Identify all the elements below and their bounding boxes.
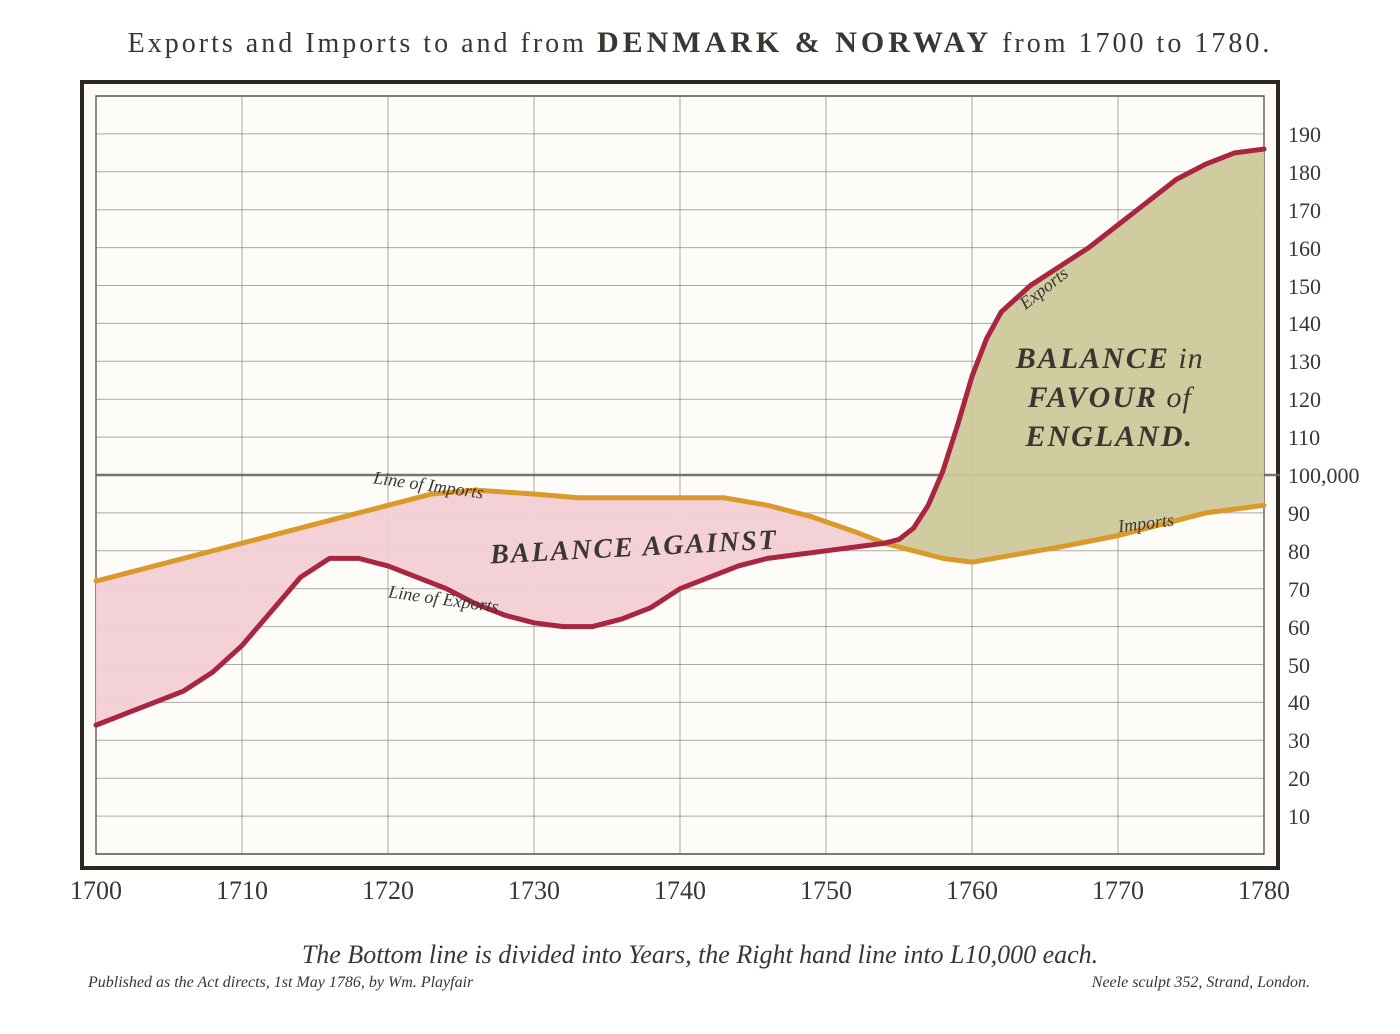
x-tick-label: 1750 [800,876,852,906]
y-tick-label: 70 [1288,577,1310,603]
y-tick-label: 130 [1288,349,1321,375]
x-tick-label: 1700 [70,876,122,906]
x-tick-label: 1740 [654,876,706,906]
footnote-left: Published as the Act directs, 1st May 17… [88,974,473,992]
y-tick-label: 140 [1288,311,1321,337]
y-tick-label: 120 [1288,387,1321,413]
y-tick-label: 110 [1288,425,1320,451]
balance-favour-label: BALANCE in FAVOUR of ENGLAND. [1016,339,1204,456]
trade-balance-chart [80,80,1280,870]
x-tick-label: 1720 [362,876,414,906]
y-tick-label: 190 [1288,122,1321,148]
y-tick-label: 80 [1288,539,1310,565]
y-tick-label: 20 [1288,766,1310,792]
y-tick-label: 30 [1288,728,1310,754]
x-tick-label: 1730 [508,876,560,906]
x-tick-label: 1770 [1092,876,1144,906]
x-tick-label: 1780 [1238,876,1290,906]
y-tick-label: 170 [1288,198,1321,224]
y-tick-label: 10 [1288,804,1310,830]
title-pre: Exports and Imports to and from [128,28,597,59]
chart-title: Exports and Imports to and from DENMARK … [0,26,1400,60]
y-tick-label: 180 [1288,160,1321,186]
y-tick-label: 100,000 [1288,463,1360,489]
y-tick-label: 60 [1288,615,1310,641]
footnote-right: Neele sculpt 352, Strand, London. [1092,974,1310,992]
y-tick-label: 90 [1288,501,1310,527]
title-caps: DENMARK & NORWAY [597,26,992,59]
y-tick-label: 50 [1288,653,1310,679]
y-tick-label: 150 [1288,274,1321,300]
chart-caption: The Bottom line is divided into Years, t… [0,940,1400,970]
title-post: from 1700 to 1780. [992,28,1272,59]
x-tick-label: 1710 [216,876,268,906]
y-tick-label: 40 [1288,690,1310,716]
y-tick-label: 160 [1288,236,1321,262]
x-tick-label: 1760 [946,876,998,906]
